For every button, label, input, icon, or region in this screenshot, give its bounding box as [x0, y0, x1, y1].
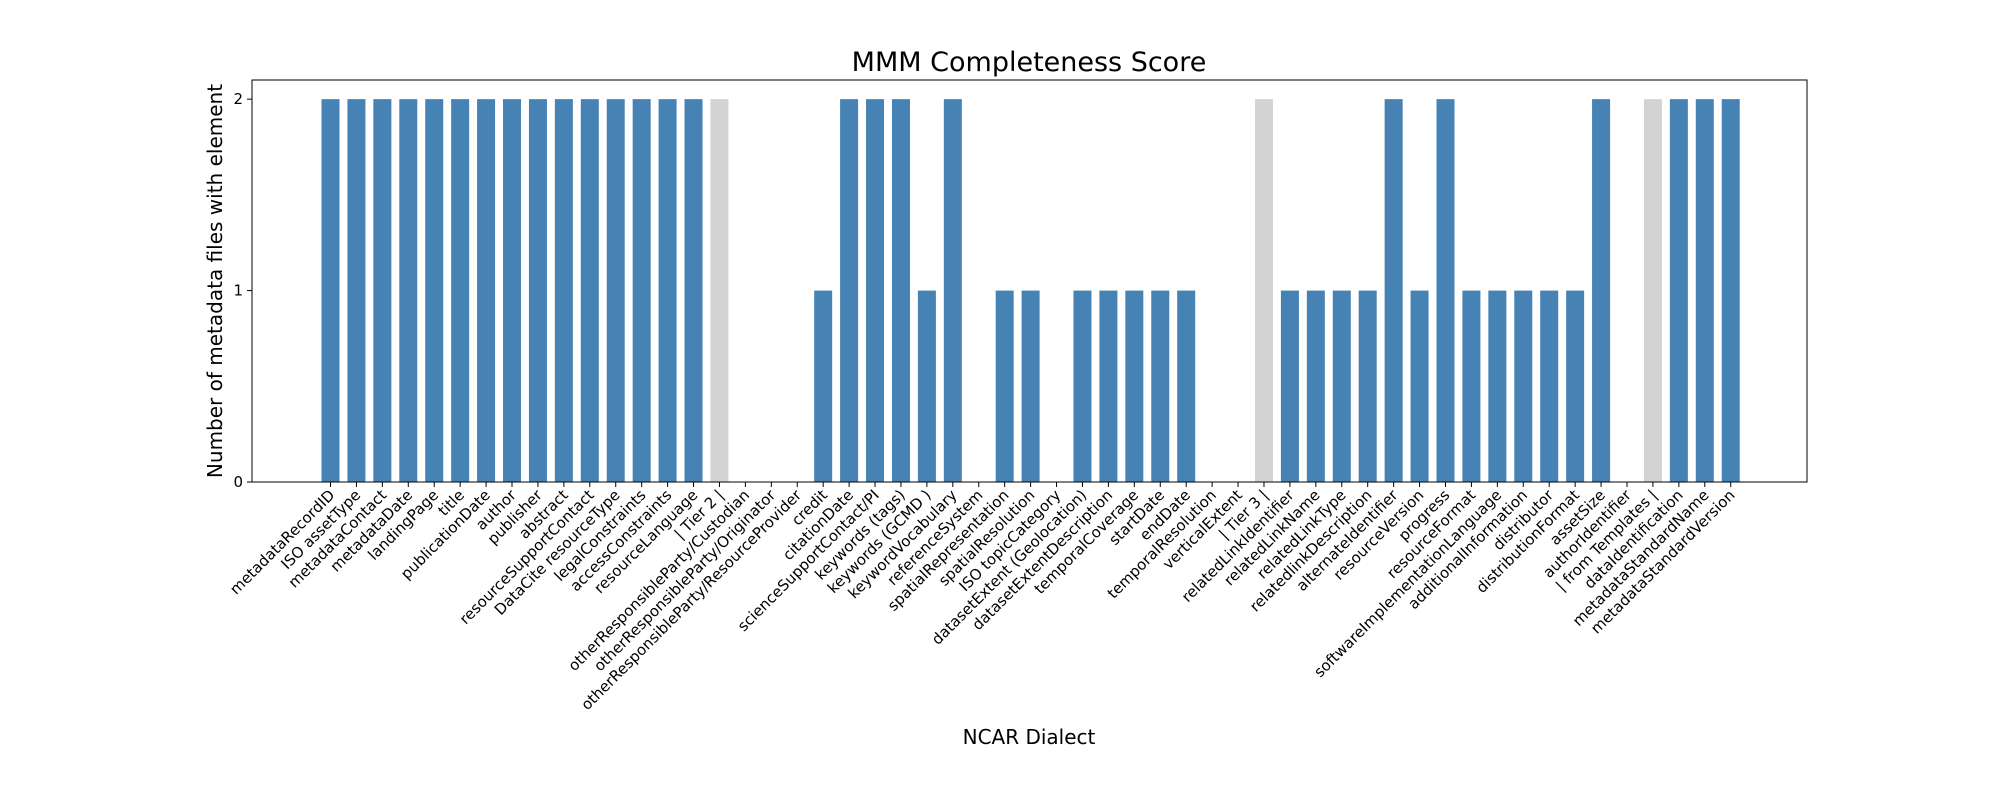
- bar-spatialresolution: [1021, 290, 1040, 482]
- bar-resourceversion: [1410, 290, 1429, 482]
- bar-relatedlinkdescription: [1358, 290, 1377, 482]
- y-axis: 0 1 2: [233, 90, 252, 491]
- bar-author: [503, 99, 522, 482]
- bar-publisher: [528, 99, 547, 482]
- bar-datacite-resourcetype: [606, 99, 625, 482]
- x-axis-title: NCAR Dialect: [963, 725, 1096, 749]
- bar-distributor: [1540, 290, 1559, 482]
- bar-sciencesupportcontact-pi: [866, 99, 885, 482]
- bar-landingpage: [425, 99, 444, 482]
- bar-relatedlinktype: [1332, 290, 1351, 482]
- bar-resourcesupportcontact: [580, 99, 599, 482]
- bar-resourceformat: [1462, 290, 1481, 482]
- bar-abstract: [554, 99, 573, 482]
- bar-metadatadate: [399, 99, 418, 482]
- bar-publicationdate: [477, 99, 496, 482]
- bar-title: [451, 99, 470, 482]
- bar-resourcelanguage: [684, 99, 703, 482]
- bar-datasetextentdescription: [1099, 290, 1118, 482]
- bar-from-templates: [1643, 99, 1662, 482]
- bar-iso-assettype: [347, 99, 366, 482]
- bar-additionalinformation: [1514, 290, 1533, 482]
- bar-progress: [1436, 99, 1455, 482]
- bar-accessconstraints: [658, 99, 677, 482]
- plot-frame: [251, 79, 1808, 483]
- bar-dataidentification: [1669, 99, 1688, 482]
- bar-citationdate: [840, 99, 859, 482]
- y-tick-label-1: 1: [233, 282, 243, 300]
- bar-datasetextent-geolocation: [1073, 290, 1092, 482]
- y-tick-label-2: 2: [233, 90, 243, 108]
- bar-alternateidentifier: [1384, 99, 1403, 482]
- bar-credit: [814, 290, 833, 482]
- bar-assetsize: [1592, 99, 1611, 482]
- bar-tier-2: [710, 99, 729, 482]
- y-axis-title: Number of metadata files with element: [203, 84, 227, 478]
- bar-temporalcoverage: [1125, 290, 1144, 482]
- bar-keywords-gcmd: [917, 290, 936, 482]
- bar-startdate: [1151, 290, 1170, 482]
- bar-enddate: [1177, 290, 1196, 482]
- bar-tier-3: [1254, 99, 1273, 482]
- bar-metadatarecordid: [321, 99, 340, 482]
- y-tick-label-0: 0: [233, 473, 243, 491]
- bar-legalconstraints: [632, 99, 651, 482]
- bar-metadatacontact: [373, 99, 392, 482]
- chart-title: MMM Completeness Score: [852, 47, 1207, 78]
- bar-keywords-tags: [891, 99, 910, 482]
- bar-keywordvocabulary: [943, 99, 962, 482]
- bar-spatialrepresentation: [995, 290, 1014, 482]
- bar-series: [321, 99, 1740, 482]
- bar-metadatastandardversion: [1721, 99, 1740, 482]
- bar-metadatastandardname: [1695, 99, 1714, 482]
- bar-relatedlinkname: [1306, 290, 1325, 482]
- bar-distributionformat: [1566, 290, 1585, 482]
- bar-softwareimplementationlanguage: [1488, 290, 1507, 482]
- bar-relatedlinkidentifier: [1280, 290, 1299, 482]
